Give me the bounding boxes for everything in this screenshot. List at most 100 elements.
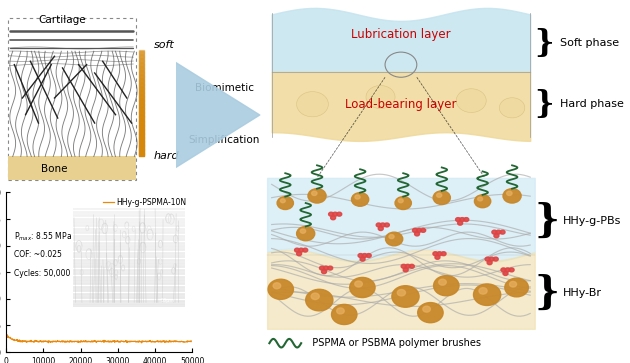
Circle shape bbox=[474, 195, 491, 208]
Circle shape bbox=[501, 268, 506, 272]
Circle shape bbox=[416, 228, 421, 232]
Text: COF: ~0.025: COF: ~0.025 bbox=[14, 250, 62, 259]
Text: hard: hard bbox=[154, 151, 180, 162]
Circle shape bbox=[460, 217, 465, 221]
Circle shape bbox=[464, 217, 469, 221]
Circle shape bbox=[456, 89, 486, 113]
Circle shape bbox=[485, 257, 490, 261]
Text: Simplification: Simplification bbox=[188, 135, 260, 145]
Circle shape bbox=[492, 230, 497, 234]
Circle shape bbox=[362, 253, 367, 257]
Circle shape bbox=[308, 189, 326, 203]
Circle shape bbox=[433, 276, 459, 296]
Circle shape bbox=[433, 252, 438, 256]
Circle shape bbox=[297, 252, 302, 256]
HHy-g-PSPMA-10N bbox=[3, 333, 10, 337]
Circle shape bbox=[433, 191, 450, 204]
Text: soft: soft bbox=[154, 40, 175, 50]
Text: PSPMA or PSBMA polymer brushes: PSPMA or PSBMA polymer brushes bbox=[306, 338, 481, 348]
Circle shape bbox=[277, 197, 294, 209]
Circle shape bbox=[355, 281, 362, 287]
Circle shape bbox=[509, 268, 514, 272]
Circle shape bbox=[487, 261, 492, 265]
Circle shape bbox=[403, 268, 408, 272]
Circle shape bbox=[384, 223, 389, 227]
Circle shape bbox=[386, 232, 403, 246]
Text: Soft phase: Soft phase bbox=[559, 38, 619, 48]
Circle shape bbox=[435, 255, 440, 259]
Circle shape bbox=[297, 227, 315, 241]
HHy-g-PSPMA-10N bbox=[78, 339, 86, 344]
Circle shape bbox=[336, 308, 344, 314]
Text: }: } bbox=[535, 89, 554, 120]
Circle shape bbox=[301, 229, 306, 233]
Circle shape bbox=[381, 223, 386, 227]
Circle shape bbox=[510, 281, 517, 287]
Circle shape bbox=[478, 197, 483, 201]
Circle shape bbox=[493, 257, 498, 261]
Circle shape bbox=[474, 284, 501, 305]
Circle shape bbox=[319, 266, 324, 270]
FancyBboxPatch shape bbox=[8, 156, 137, 180]
Circle shape bbox=[333, 212, 338, 216]
Circle shape bbox=[299, 248, 304, 252]
Text: Lubrication layer: Lubrication layer bbox=[351, 28, 450, 41]
FancyBboxPatch shape bbox=[8, 18, 137, 180]
Circle shape bbox=[331, 305, 357, 325]
Text: Hard phase: Hard phase bbox=[559, 99, 624, 109]
HHy-g-PSPMA-10N bbox=[126, 339, 134, 344]
Circle shape bbox=[328, 266, 333, 270]
Circle shape bbox=[398, 289, 406, 296]
Circle shape bbox=[421, 228, 426, 232]
Text: }: } bbox=[535, 28, 554, 58]
Text: }: } bbox=[535, 202, 559, 240]
Circle shape bbox=[303, 248, 307, 252]
Circle shape bbox=[321, 270, 326, 274]
Circle shape bbox=[295, 248, 299, 252]
Circle shape bbox=[280, 199, 285, 203]
Circle shape bbox=[457, 221, 462, 225]
Circle shape bbox=[505, 278, 529, 297]
Circle shape bbox=[410, 264, 415, 268]
Circle shape bbox=[418, 303, 443, 323]
Text: HHy-Br: HHy-Br bbox=[563, 288, 602, 298]
Circle shape bbox=[437, 193, 442, 197]
Circle shape bbox=[455, 217, 461, 221]
Circle shape bbox=[312, 191, 317, 196]
Circle shape bbox=[503, 272, 508, 276]
HHy-g-PSPMA-10N bbox=[138, 340, 146, 345]
HHy-g-PSPMA-10N bbox=[64, 339, 71, 343]
Circle shape bbox=[378, 227, 383, 231]
Text: Biomimetic: Biomimetic bbox=[195, 83, 253, 93]
Circle shape bbox=[389, 234, 394, 238]
HHy-g-PSPMA-10N bbox=[4, 334, 11, 338]
Circle shape bbox=[350, 277, 375, 298]
Circle shape bbox=[479, 287, 487, 294]
Text: P$_{max}$: 8.55 MPa: P$_{max}$: 8.55 MPa bbox=[14, 231, 72, 243]
Circle shape bbox=[297, 91, 328, 117]
Text: HHy-g-PBs: HHy-g-PBs bbox=[563, 216, 621, 226]
Circle shape bbox=[366, 253, 371, 257]
Circle shape bbox=[415, 232, 420, 236]
Circle shape bbox=[423, 306, 430, 312]
Circle shape bbox=[358, 253, 363, 257]
Circle shape bbox=[401, 264, 406, 268]
Circle shape bbox=[503, 189, 521, 203]
Circle shape bbox=[505, 268, 510, 272]
Circle shape bbox=[437, 252, 442, 256]
Circle shape bbox=[496, 230, 501, 234]
Circle shape bbox=[366, 86, 395, 109]
Circle shape bbox=[273, 283, 281, 289]
Circle shape bbox=[500, 98, 525, 118]
Circle shape bbox=[329, 212, 333, 216]
Circle shape bbox=[360, 257, 365, 261]
Circle shape bbox=[494, 234, 499, 238]
HHy-g-PSPMA-10N bbox=[165, 340, 173, 344]
Circle shape bbox=[500, 230, 505, 234]
Text: Bone: Bone bbox=[41, 164, 68, 174]
Circle shape bbox=[306, 289, 333, 311]
Circle shape bbox=[507, 191, 512, 196]
Circle shape bbox=[392, 286, 419, 307]
Circle shape bbox=[355, 195, 360, 199]
Circle shape bbox=[331, 216, 336, 220]
